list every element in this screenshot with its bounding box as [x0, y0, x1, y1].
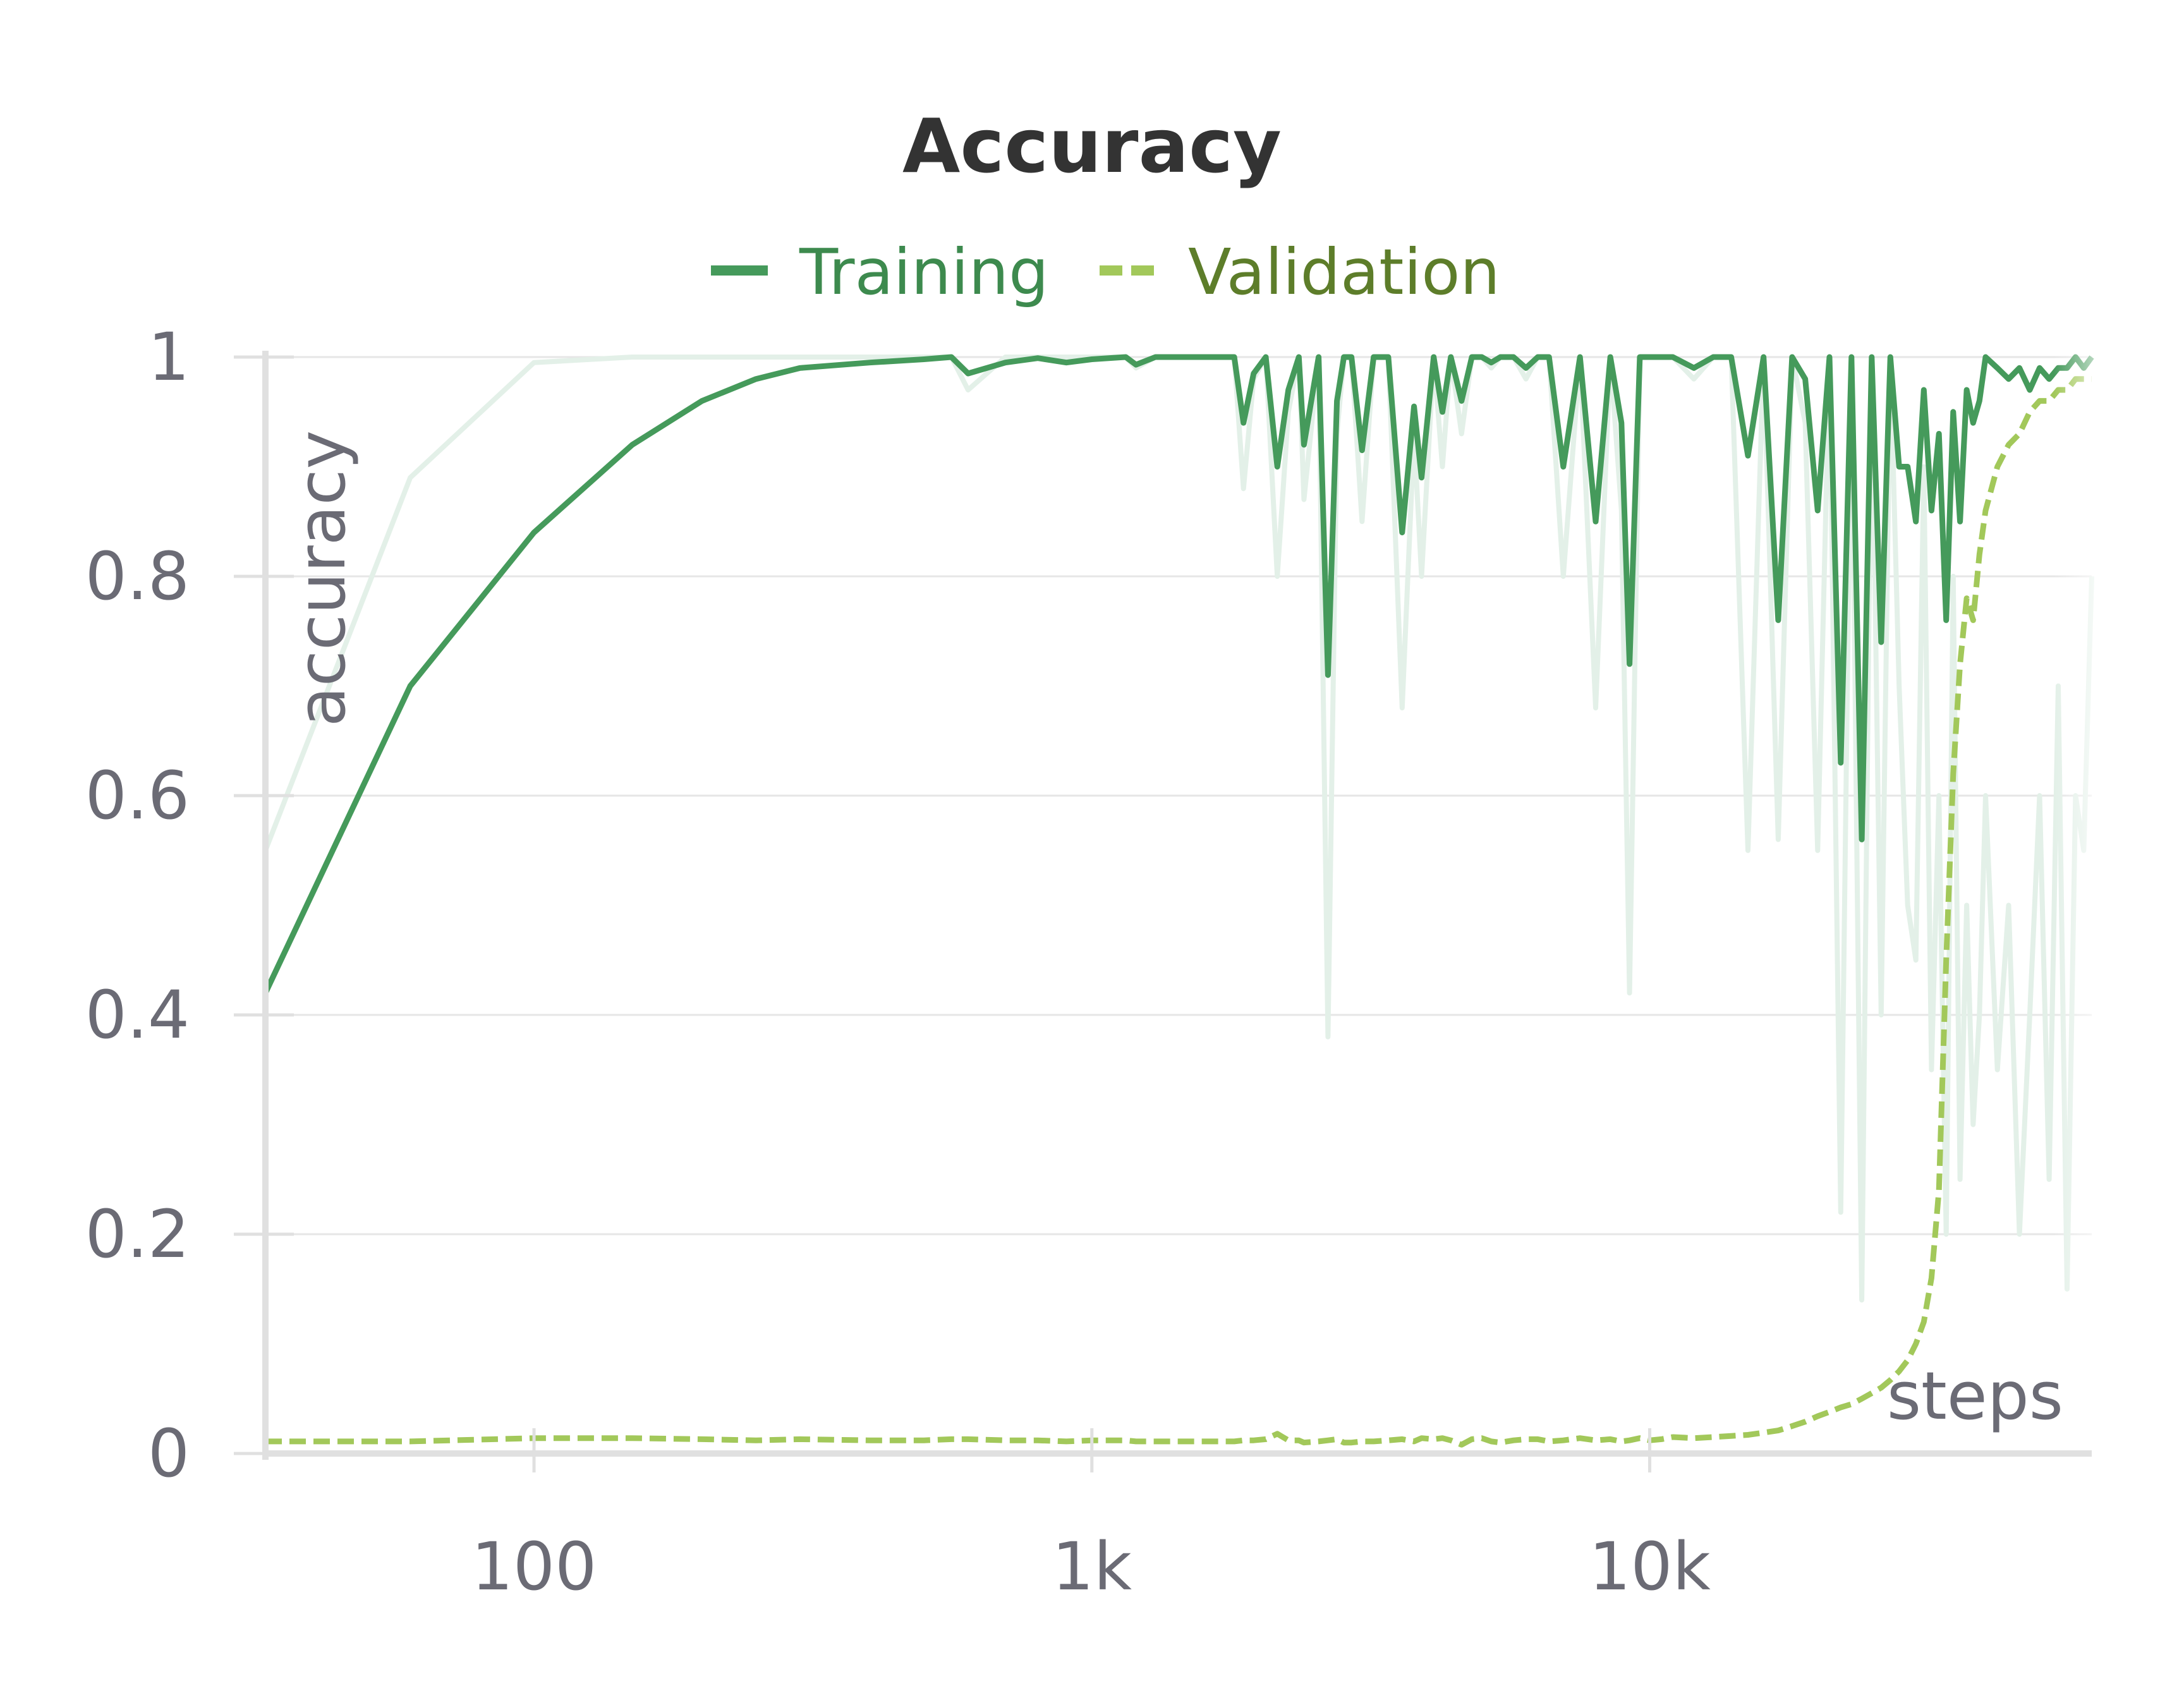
x-tick-label: 100 [471, 1528, 597, 1605]
y-tick-label: 0.6 [85, 757, 190, 834]
legend-label-validation: Validation [1188, 235, 1500, 309]
x-tick-label: 10k [1589, 1528, 1711, 1605]
legend: Training Validation [711, 235, 1500, 309]
legend-item-training[interactable]: Training [711, 235, 1049, 309]
legend-label-training: Training [799, 235, 1049, 309]
y-tick-label: 1 [148, 319, 190, 396]
y-tick-label: 0.8 [85, 538, 190, 615]
x-tick-label: 1k [1052, 1528, 1132, 1605]
x-axis-title: steps [1887, 1357, 2063, 1435]
chart-title: Accuracy [902, 102, 1282, 190]
axes [234, 351, 2092, 1472]
right-edge-fade [2054, 341, 2111, 1453]
tick-labels: 0 0.2 0.4 0.6 0.8 1 100 1k 10k [85, 319, 1711, 1605]
series-line-validation[interactable] [265, 376, 2092, 1448]
legend-item-validation[interactable]: Validation [1100, 235, 1500, 309]
series-layer [262, 354, 2094, 1448]
y-axis-title: accuracy [283, 430, 360, 727]
y-tick-label: 0.4 [85, 976, 190, 1053]
series-line-training[interactable] [262, 354, 2094, 995]
y-tick-label: 0.2 [85, 1196, 190, 1273]
y-tick-label: 0 [148, 1415, 190, 1492]
